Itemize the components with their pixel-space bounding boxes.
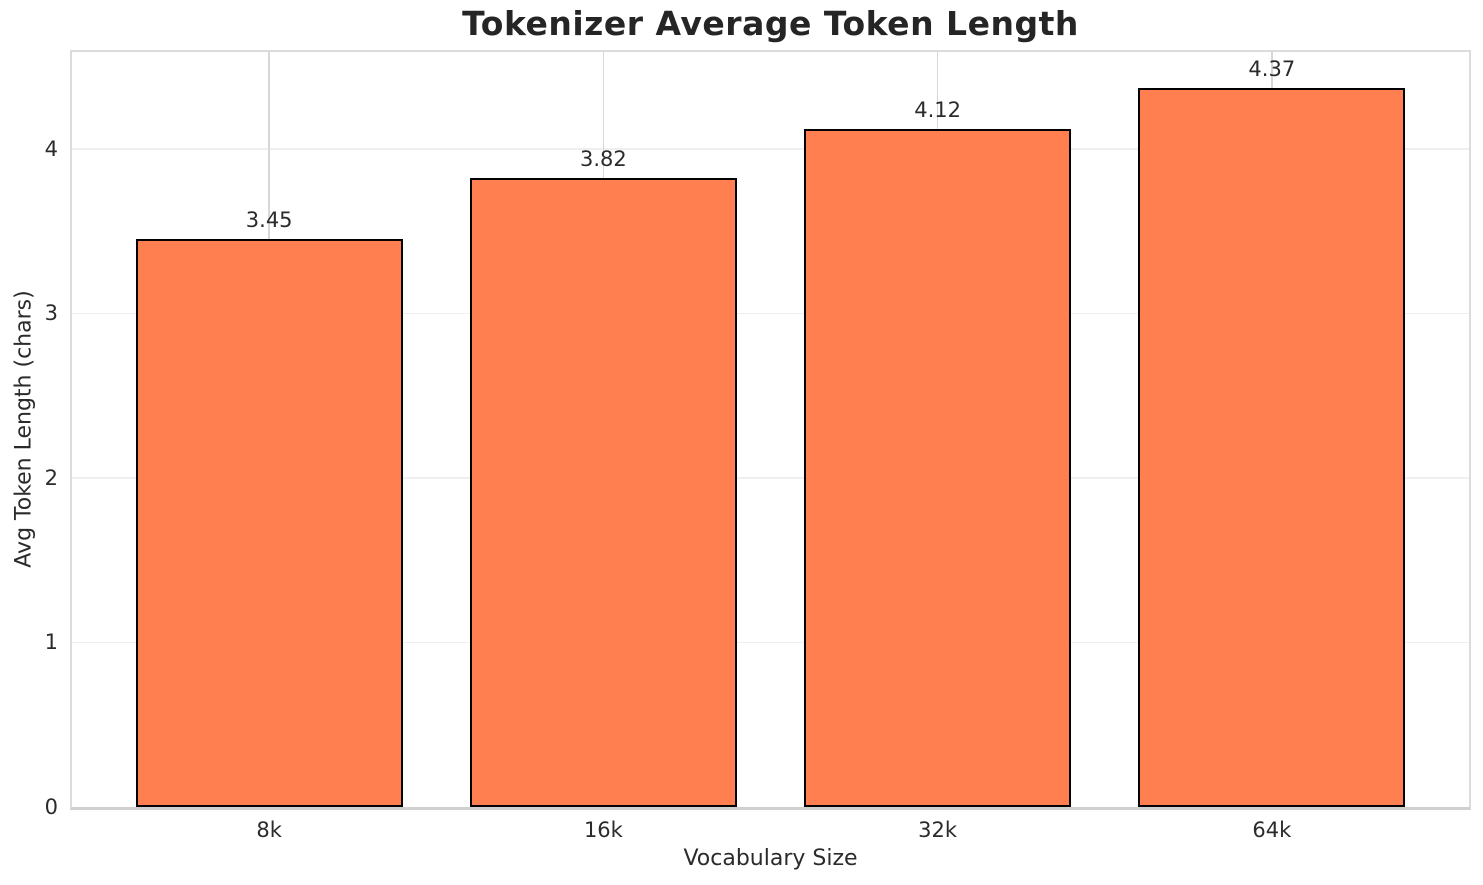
x-axis-label: Vocabulary Size	[683, 846, 858, 871]
h-gridline	[72, 312, 1469, 315]
x-tick-label: 64k	[1252, 818, 1292, 842]
x-tick-label: 16k	[583, 818, 623, 842]
bar-value-label: 3.82	[580, 147, 627, 172]
plot-area	[70, 50, 1471, 810]
x-tick-label: 8k	[256, 818, 282, 842]
y-tick-label: 3	[44, 301, 58, 326]
y-axis-label: Avg Token Length (chars)	[11, 290, 37, 568]
y-tick-label: 2	[44, 465, 58, 490]
bar-value-label: 3.45	[245, 208, 293, 233]
y-tick-label: 0	[44, 795, 58, 819]
bar	[1138, 87, 1406, 807]
y-tick-label: 1	[44, 630, 58, 655]
bar-value-label: 4.37	[1248, 56, 1296, 81]
bar	[135, 239, 403, 807]
bar	[469, 178, 738, 807]
h-gridline	[72, 641, 1469, 644]
h-gridline	[72, 477, 1469, 479]
chart-title: Tokenizer Average Token Length	[462, 4, 1079, 43]
x-tick-label: 32k	[918, 818, 958, 842]
bar	[803, 129, 1072, 807]
bar-value-label: 4.12	[914, 98, 961, 123]
h-gridline	[72, 148, 1469, 150]
y-tick-label: 4	[44, 136, 58, 161]
